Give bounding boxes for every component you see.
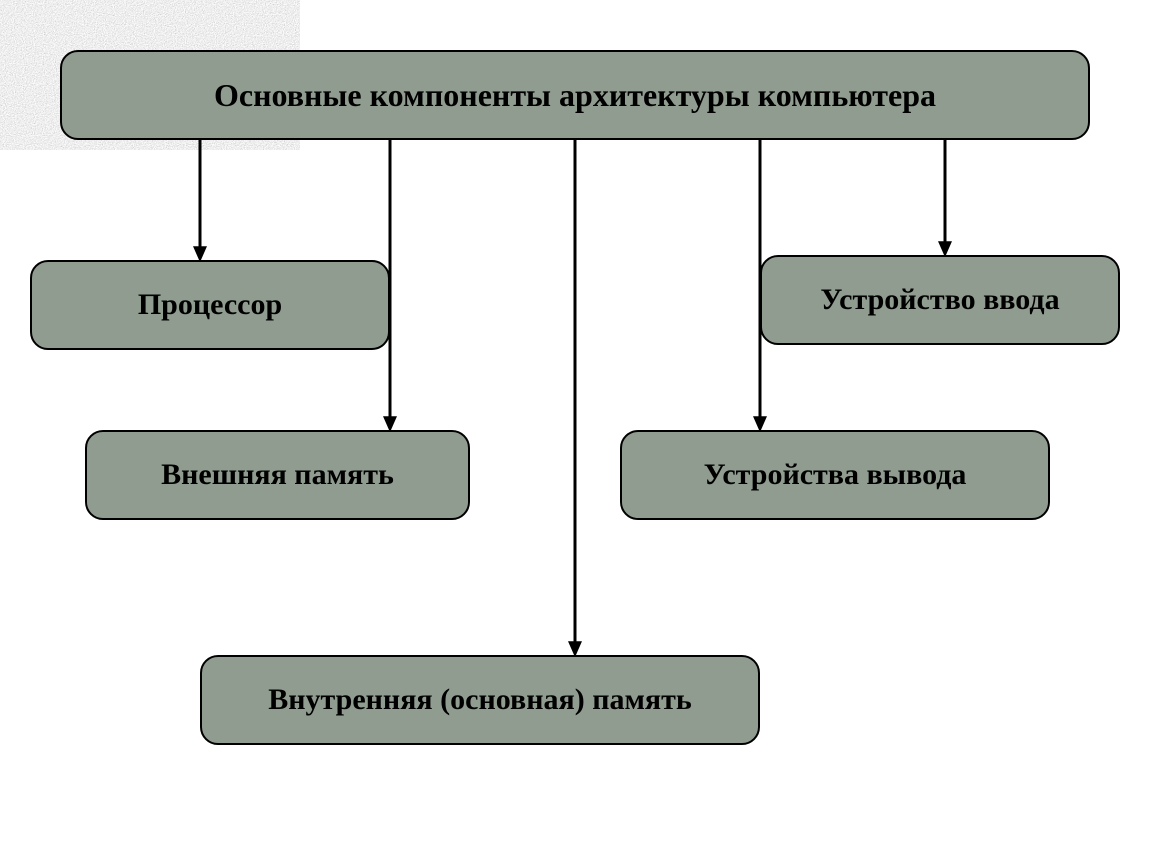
- node-output: Устройства вывода: [620, 430, 1050, 520]
- node-label: Внешняя память: [161, 458, 394, 493]
- node-label: Внутренняя (основная) память: [268, 683, 692, 718]
- node-label: Устройство ввода: [820, 283, 1059, 318]
- node-input: Устройство ввода: [760, 255, 1120, 345]
- node-label: Процессор: [138, 288, 282, 323]
- node-label: Основные компоненты архитектуры компьюте…: [214, 77, 936, 114]
- node-extmem: Внешняя память: [85, 430, 470, 520]
- node-cpu: Процессор: [30, 260, 390, 350]
- diagram-stage: Основные компоненты архитектуры компьюте…: [0, 0, 1150, 864]
- node-label: Устройства вывода: [704, 458, 967, 493]
- node-root: Основные компоненты архитектуры компьюте…: [60, 50, 1090, 140]
- node-intmem: Внутренняя (основная) память: [200, 655, 760, 745]
